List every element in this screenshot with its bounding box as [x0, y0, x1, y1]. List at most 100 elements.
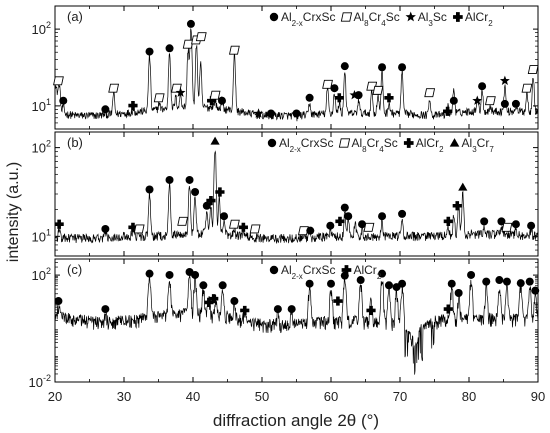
peak-marker-star [349, 89, 360, 100]
legend-label: AlCr2 [353, 263, 381, 281]
peak-marker-cross [209, 294, 219, 304]
x-axis-label: diffraction angle 2θ (°) [213, 411, 379, 430]
peak-marker-square [484, 96, 496, 106]
legend-label: Al2-xCrxSc [281, 10, 335, 28]
peak-marker-circle [101, 305, 110, 314]
spectrum-line [54, 28, 539, 122]
peak-marker-star [175, 87, 186, 97]
legend-symbol-cross [341, 265, 352, 275]
peak-marker-cross [443, 304, 453, 314]
peak-marker-circle [217, 96, 226, 105]
peak-marker-circle [218, 281, 227, 290]
legend-symbol-square [338, 138, 351, 148]
x-tick-label: 80 [462, 389, 476, 404]
peak-marker-circle [101, 105, 110, 114]
peak-marker-star [253, 108, 264, 118]
panel-c: 102 10-2 (c) Al2-xCrxSc AlCr2 [29, 258, 540, 390]
peak-marker-circle [266, 109, 275, 118]
peak-marker-square [195, 32, 207, 42]
peak-marker-cross [215, 187, 225, 197]
x-tick-label: 40 [186, 389, 200, 404]
peak-marker-cross [366, 305, 376, 316]
legend-symbol-circle [267, 138, 277, 148]
peak-marker-square [177, 216, 189, 226]
peak-marker-cross [334, 93, 344, 103]
peak-marker-circle [480, 217, 489, 226]
panel-a: 102 101 (a) Al2-xCrxSc Al8Cr4Sc Al3Sc AlCr2 [32, 5, 539, 130]
x-axis-ticks: 20 30 40 50 60 70 80 90 [48, 389, 545, 404]
legend-symbol-triangle [449, 138, 460, 147]
peak-marker-circle [59, 96, 68, 105]
legend-label: AlCr2 [416, 136, 444, 154]
peak-marker-circle [356, 276, 365, 285]
peak-marker-cross [128, 222, 138, 232]
y-tick-label: 102 [32, 139, 51, 156]
spectrum-line [54, 150, 539, 245]
x-tick-label: 20 [48, 389, 62, 404]
peak-marker-circle [145, 47, 154, 56]
peak-marker-star [499, 75, 510, 85]
peak-marker-circle [454, 288, 463, 297]
peak-marker-cross [128, 100, 138, 111]
peak-marker-circle [191, 270, 200, 279]
peak-marker-square [527, 65, 539, 75]
peak-marker-circle [511, 220, 520, 229]
legend-label: Al3Sc [418, 10, 447, 28]
peak-marker-square [501, 222, 513, 232]
peak-marker-circle [398, 279, 407, 288]
peak-marker-circle [398, 209, 407, 218]
y-axis-label: intensity (a.u.) [5, 162, 22, 262]
peak-marker-circle [101, 224, 110, 233]
x-tick-label: 90 [531, 389, 545, 404]
peak-marker-circle [378, 212, 387, 221]
peak-marker-square [53, 76, 64, 86]
peak-marker-circle [378, 269, 387, 278]
peak-marker-triangle [458, 182, 468, 191]
peak-marker-cross [207, 96, 217, 106]
legend-symbol-cross [453, 12, 463, 22]
peak-marker-circle [340, 62, 349, 71]
peak-marker-circle [306, 226, 315, 235]
peak-marker-circle [327, 279, 335, 288]
peak-marker-cross [54, 219, 64, 229]
spectrum-line [54, 273, 539, 375]
peak-marker-cross [240, 305, 250, 316]
legend-symbol-cross [403, 138, 414, 148]
panel-label: (c) [67, 262, 82, 277]
peak-marker-circle [145, 185, 154, 194]
peak-marker-circle [292, 109, 301, 118]
x-tick-label: 70 [393, 389, 407, 404]
peak-marker-circle [447, 279, 456, 288]
y-tick-label: 101 [32, 227, 51, 244]
peak-marker-circle [525, 277, 534, 286]
peak-marker-cross [206, 195, 216, 206]
x-tick-label: 60 [324, 389, 338, 404]
y-tick-label: 10-2 [29, 373, 51, 390]
panel-b: 102 101 (b) Al2-xCrxSc Al8Cr4Sc AlCr2 Al3Cr7 [32, 131, 539, 257]
peak-marker-square [153, 93, 165, 103]
peak-marker-circle [478, 82, 487, 91]
legend-label: AlCr2 [465, 10, 493, 28]
peak-marker-cross [443, 106, 453, 116]
peak-marker-circle [500, 99, 509, 108]
peak-marker-circle [287, 305, 296, 314]
peak-marker-circle [305, 279, 314, 288]
peak-marker-cross [238, 222, 248, 232]
peak-marker-square [363, 222, 375, 232]
peak-marker-cross [452, 201, 462, 211]
peak-marker-square [209, 90, 221, 100]
legend-symbol-circle [269, 265, 279, 275]
peak-marker-cross [335, 216, 345, 226]
peak-marker-circle [340, 203, 349, 212]
peak-marker-circle [527, 221, 536, 230]
legend-label: Al8Cr4Sc [351, 136, 397, 154]
peak-marker-cross [384, 93, 394, 103]
y-tick-label: 102 [32, 20, 51, 37]
peak-marker-cross [443, 216, 453, 226]
legend-symbol-square [340, 12, 353, 22]
peak-marker-circle [202, 201, 211, 210]
peak-marker-circle [191, 188, 200, 196]
peak-marker-circle [511, 99, 520, 108]
peak-marker-circle [165, 44, 174, 53]
